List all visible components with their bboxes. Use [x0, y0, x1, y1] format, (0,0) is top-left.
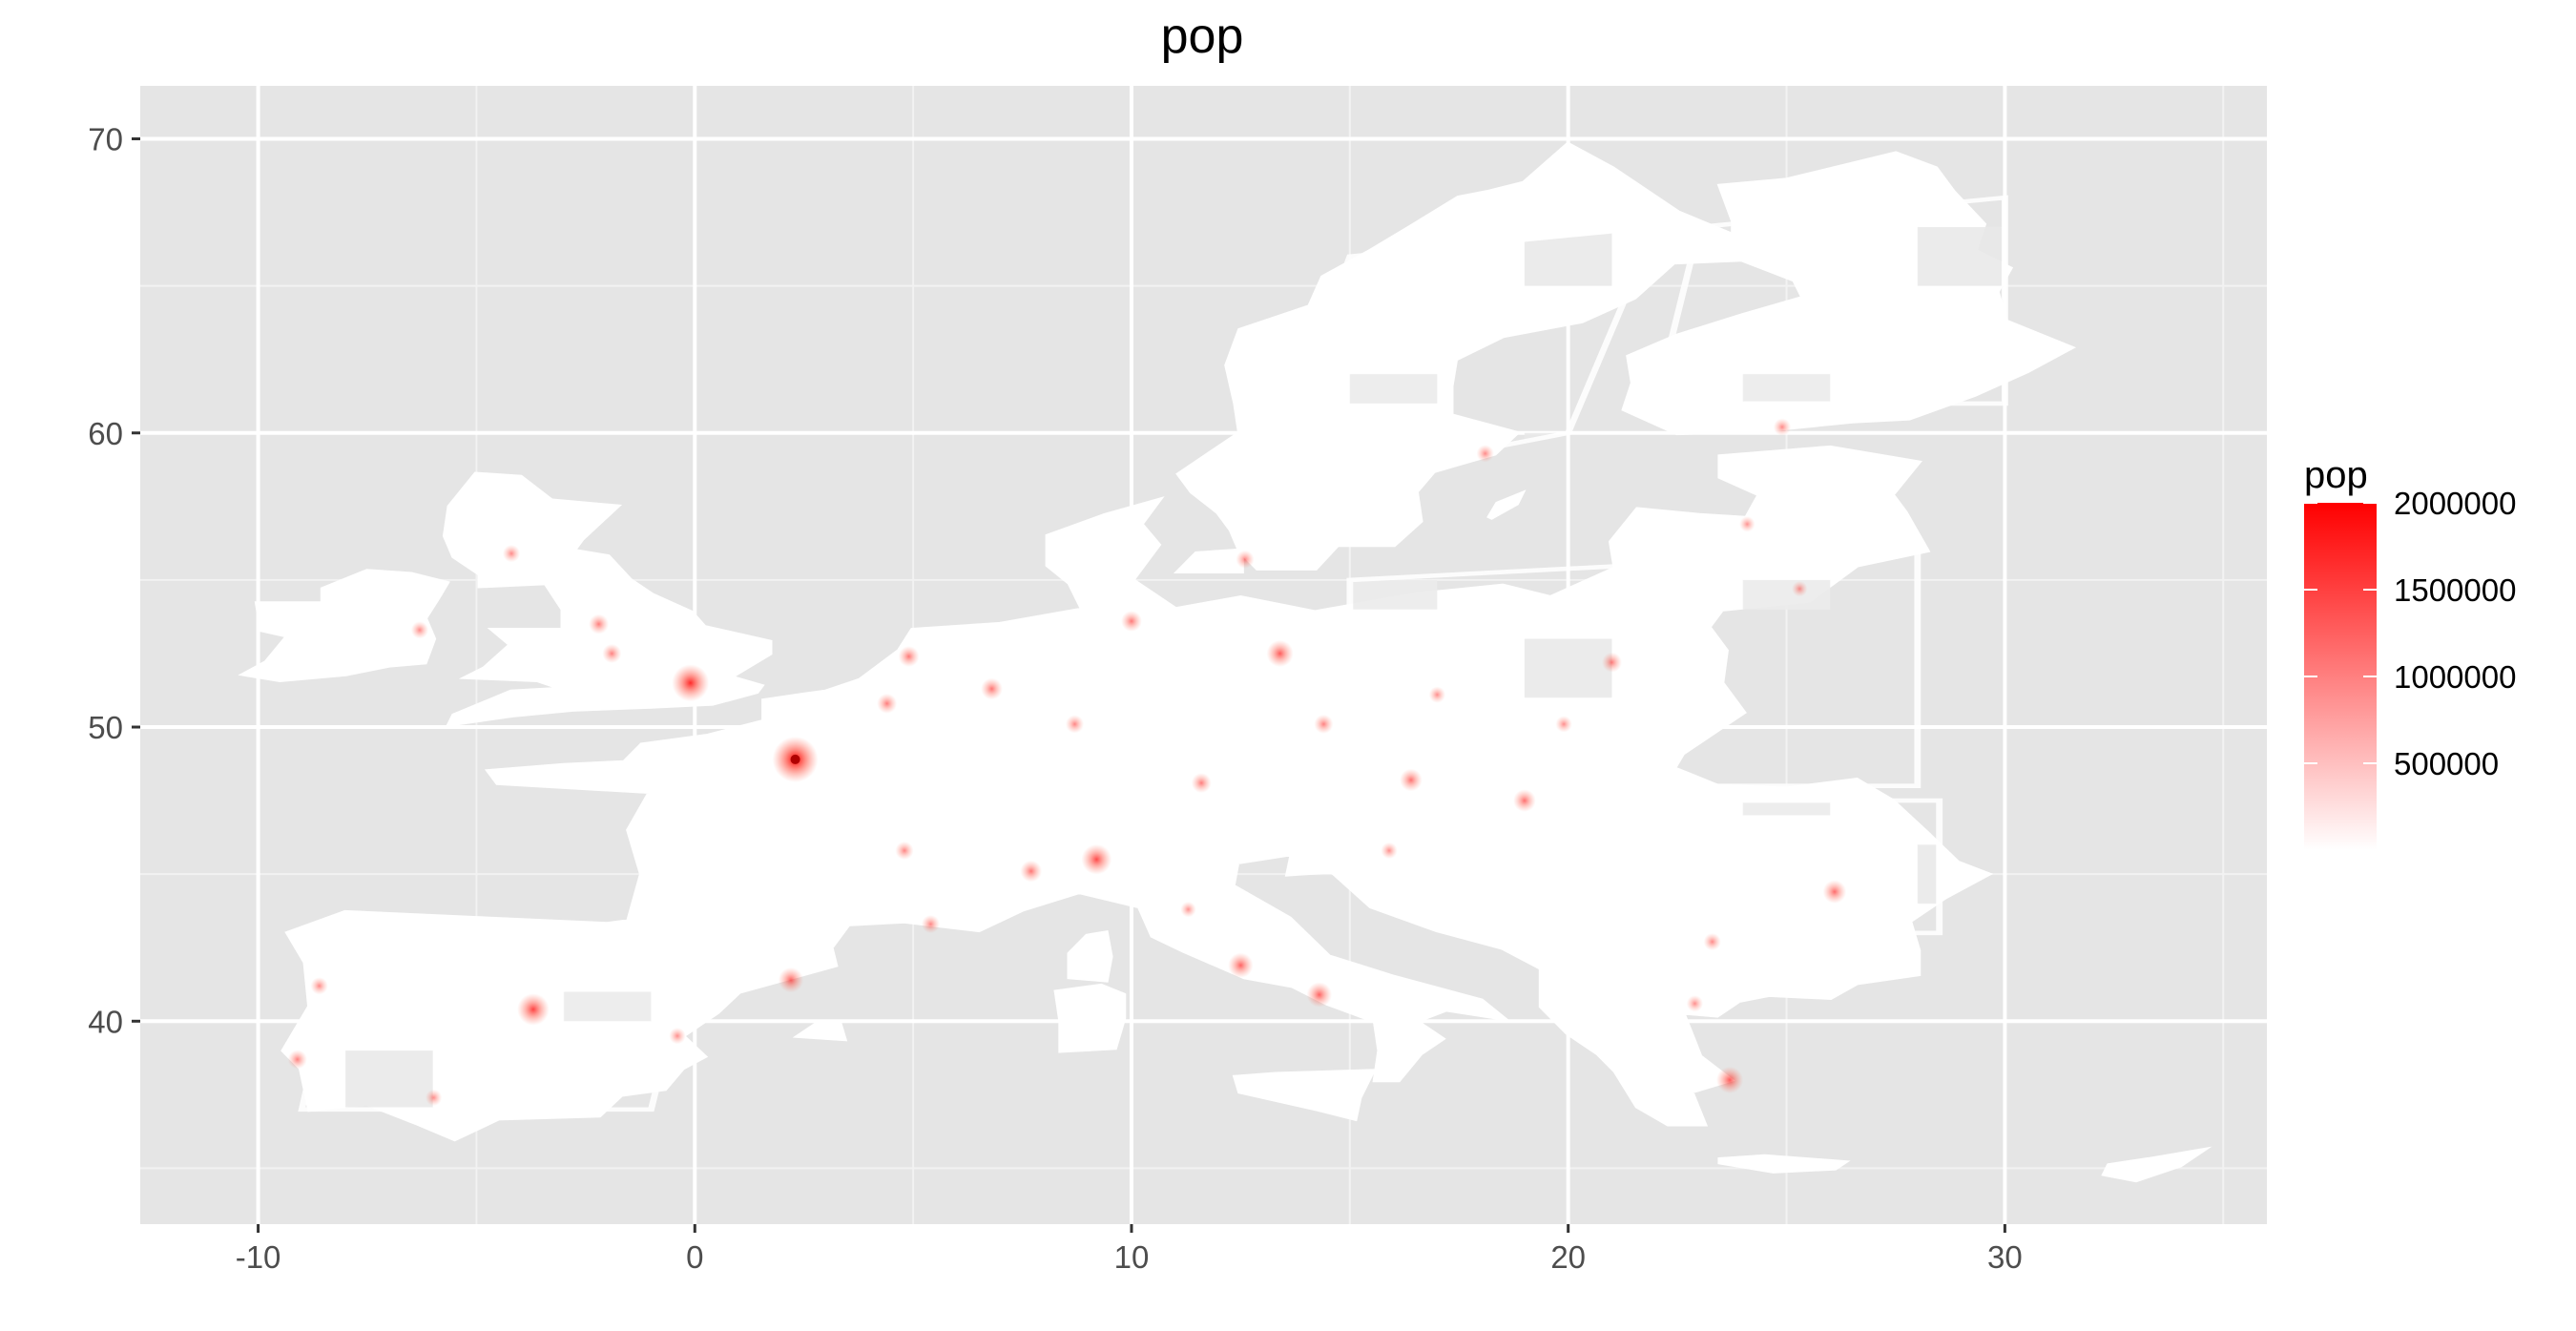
population-hotspot [669, 1028, 686, 1045]
population-peak [790, 754, 800, 764]
population-hotspot [1476, 445, 1494, 463]
population-hotspot [589, 614, 610, 634]
population-hotspot [1773, 418, 1792, 436]
population-hotspot [1020, 860, 1043, 883]
legend-label: 1000000 [2394, 659, 2516, 695]
y-tick-label: 40 [88, 1004, 123, 1039]
population-hotspot [1513, 789, 1536, 812]
legend-label: 2000000 [2394, 486, 2516, 521]
x-tick-label: 30 [1987, 1239, 2023, 1275]
population-hotspot [1121, 611, 1142, 632]
population-hotspot [981, 677, 1003, 700]
x-axis: -10 0 10 20 30 [236, 1224, 2023, 1275]
population-hotspot [410, 621, 429, 639]
population-hotspot [1236, 550, 1255, 569]
population-hotspot [1739, 516, 1755, 532]
ireland [238, 569, 450, 683]
x-tick-label: 10 [1114, 1239, 1150, 1275]
legend-label: 1500000 [2394, 572, 2516, 608]
legend-label: 500000 [2394, 746, 2499, 781]
population-hotspot [602, 643, 622, 664]
population-hotspot [502, 544, 521, 563]
population-hotspot [1601, 652, 1622, 673]
cyprus [2101, 1146, 2212, 1183]
population-hotspot [1180, 901, 1196, 918]
y-axis: 40 50 60 70 [88, 121, 140, 1039]
population-hotspot [1306, 982, 1332, 1008]
balearics [792, 1022, 848, 1042]
x-tick-label: 0 [686, 1239, 703, 1275]
x-tick-label: -10 [236, 1239, 281, 1275]
population-hotspot [1792, 580, 1808, 597]
legend-ticks: 2000000 1500000 1000000 500000 [2304, 486, 2516, 781]
population-hotspot [1428, 686, 1446, 703]
population-hotspot [1228, 952, 1254, 978]
population-hotspot [877, 693, 898, 714]
population-hotspot [921, 914, 941, 934]
y-tick-label: 70 [88, 121, 123, 156]
gotland [1486, 489, 1527, 520]
population-hotspot [898, 646, 920, 667]
population-hotspot [1822, 880, 1847, 904]
population-hotspot [1191, 773, 1212, 794]
great-britain [442, 471, 773, 728]
population-hotspot [778, 967, 804, 993]
zealand [1173, 548, 1244, 573]
x-tick-label: 20 [1550, 1239, 1586, 1275]
population-hotspot [1686, 995, 1704, 1012]
population-hotspot [1703, 932, 1721, 951]
population-hotspot [425, 1089, 443, 1107]
population-hotspot [672, 664, 710, 702]
land-mass [238, 141, 2212, 1183]
y-tick-label: 60 [88, 416, 123, 451]
population-hotspot [1065, 715, 1085, 734]
legend-title: pop [2304, 454, 2368, 496]
population-hotspots [287, 418, 1847, 1107]
population-hotspot [287, 1050, 307, 1070]
corsica [1067, 929, 1113, 983]
population-hotspot [1381, 842, 1398, 860]
population-hotspot [895, 841, 914, 861]
population-hotspot [1266, 639, 1294, 668]
sardinia [1053, 983, 1127, 1053]
crete [1717, 1154, 1851, 1174]
population-hotspot [517, 993, 550, 1026]
legend: pop 2000000 1500000 1000000 500000 [2304, 454, 2516, 850]
population-hotspot [1081, 843, 1112, 875]
population-hotspot [310, 977, 328, 995]
population-hotspot [1400, 768, 1423, 792]
population-hotspot [1314, 714, 1334, 734]
population-hotspot [1715, 1066, 1744, 1094]
sicily [1232, 1069, 1377, 1122]
y-tick-label: 50 [88, 710, 123, 745]
population-hotspot [1555, 716, 1572, 733]
plot-title: pop [1160, 9, 1244, 64]
